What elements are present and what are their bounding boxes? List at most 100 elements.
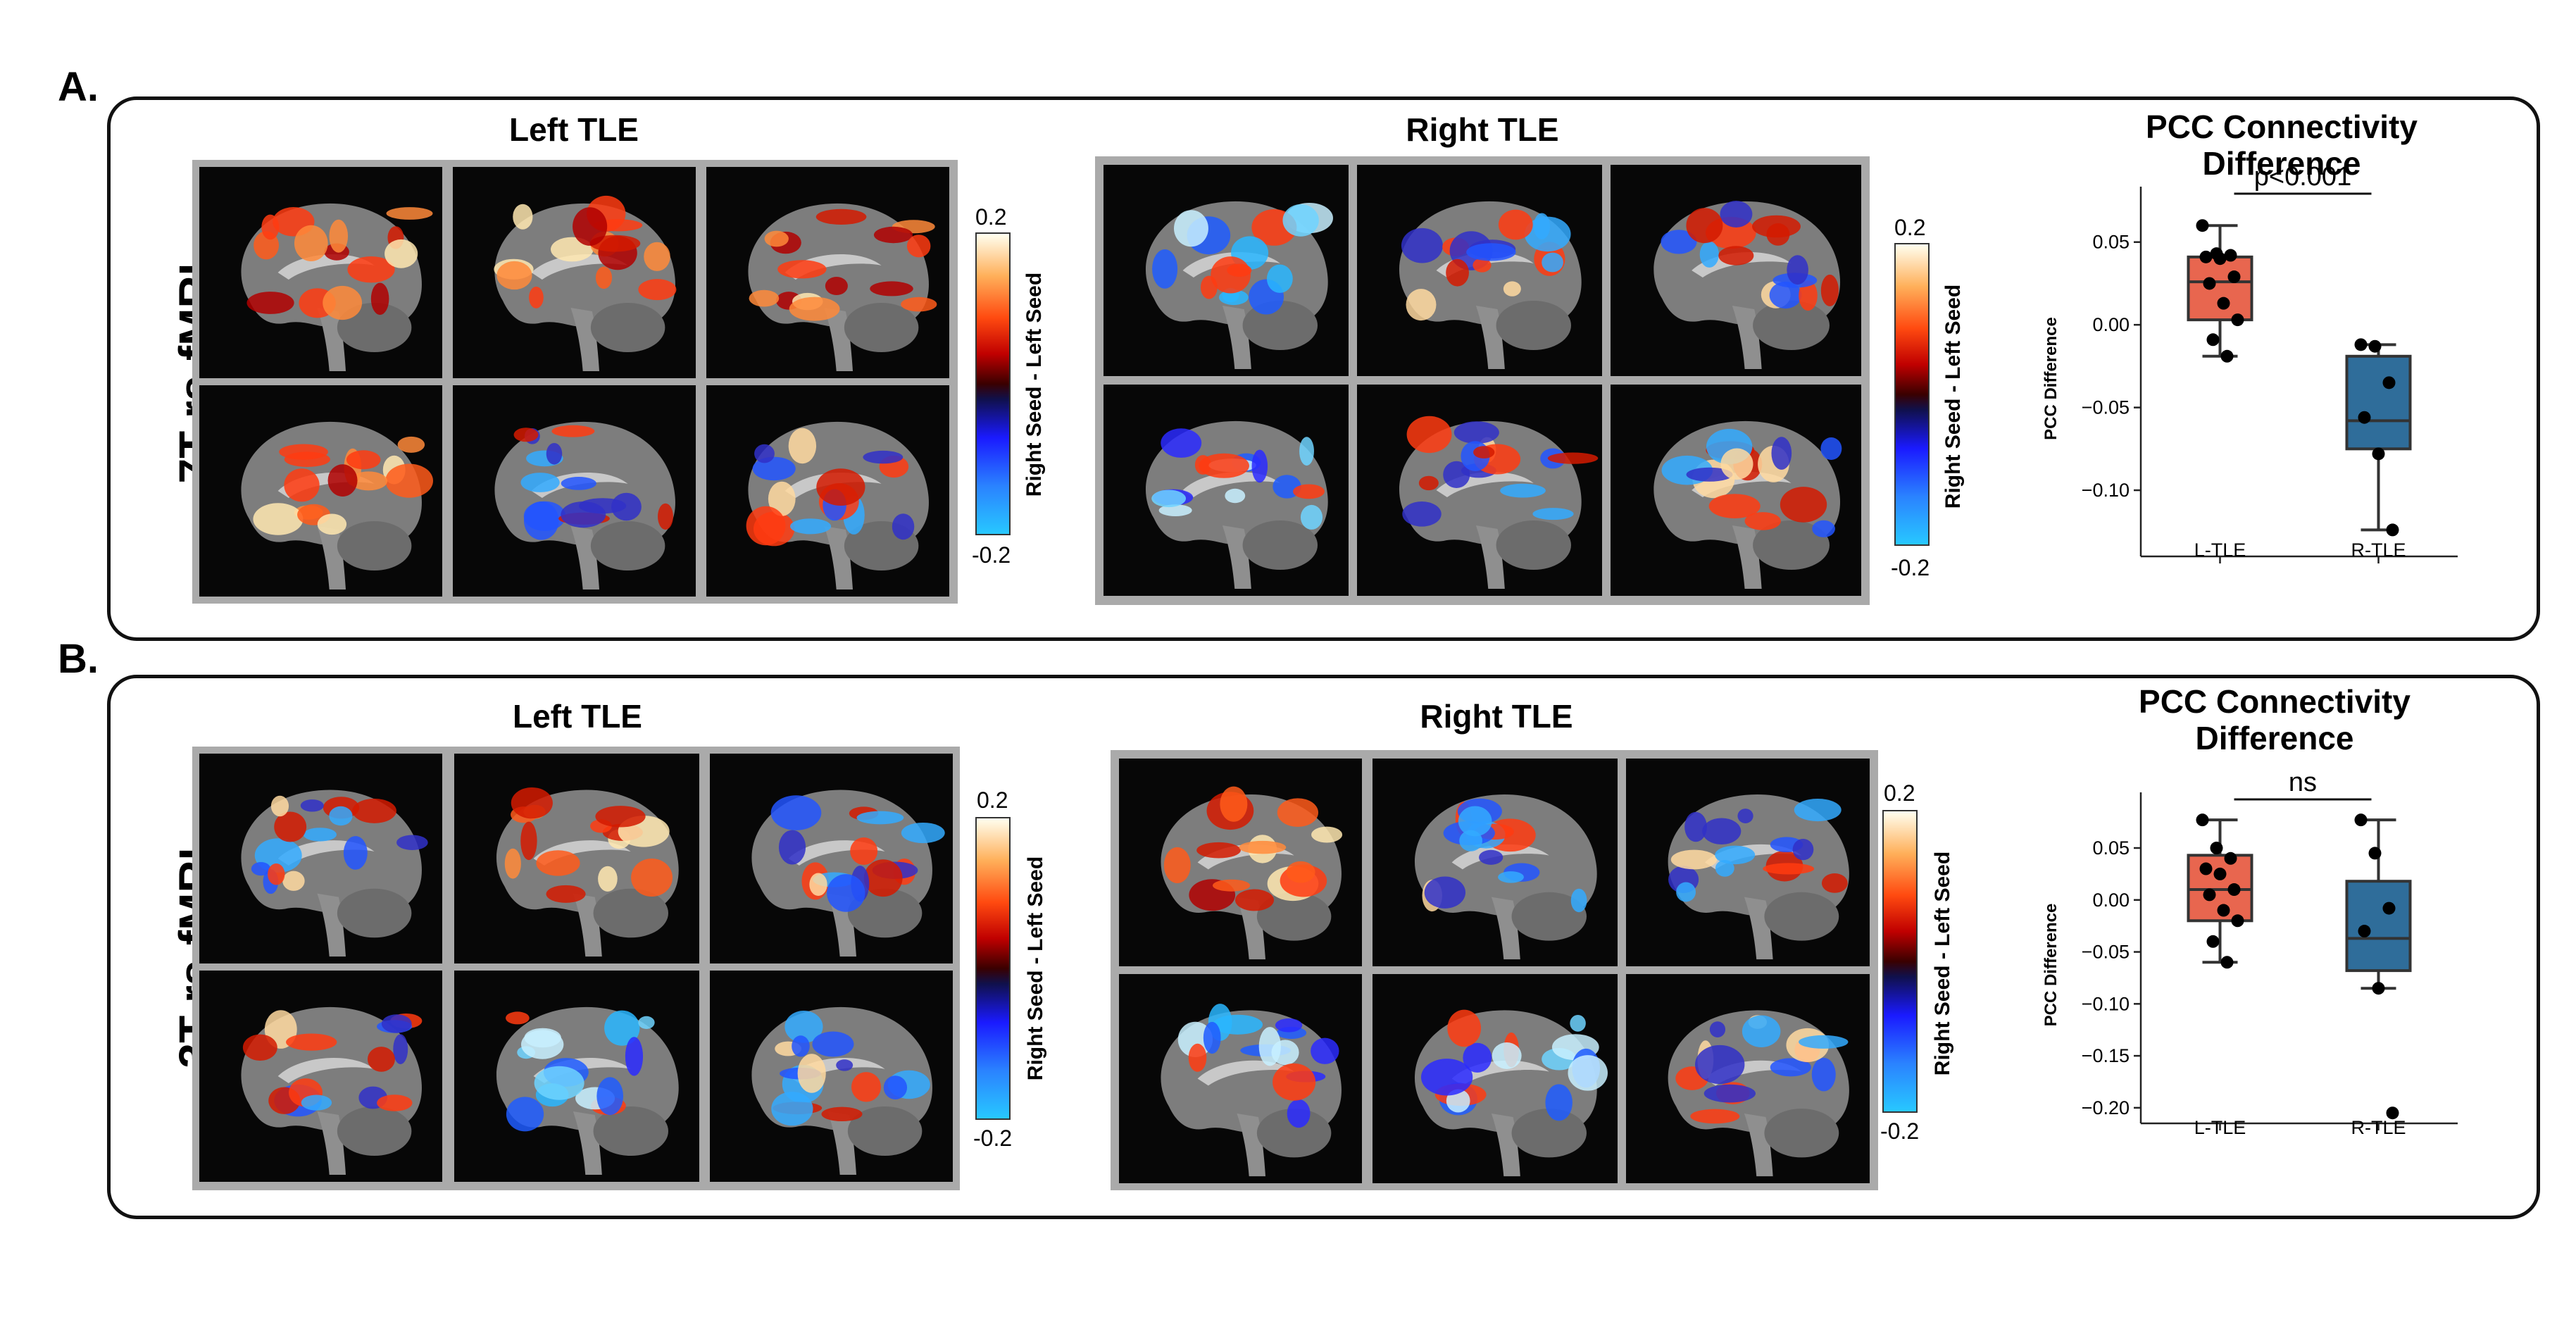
- brain-slice-image: [751, 1006, 932, 1175]
- activation-blob: [396, 835, 428, 850]
- activation-blob: [1498, 871, 1524, 883]
- activation-blob: [520, 1030, 564, 1059]
- cerebellum-shape: [337, 1106, 412, 1156]
- activation-blob: [821, 1106, 863, 1121]
- y-tick-label: −0.15: [2082, 1045, 2130, 1066]
- activation-blob: [1720, 201, 1753, 227]
- y-tick-label: 0.05: [2092, 232, 2130, 253]
- brain-slice-image: [1145, 201, 1333, 369]
- activation-blob: [596, 1077, 624, 1116]
- activation-blob: [284, 468, 320, 502]
- box-body: [2187, 255, 2253, 322]
- activation-blob: [370, 282, 389, 316]
- data-point: [2358, 925, 2371, 938]
- data-point: [2206, 935, 2220, 948]
- corpus-callosum-shape: [1451, 844, 1549, 870]
- activation-blob: [1420, 1059, 1473, 1096]
- data-point: [2224, 852, 2237, 865]
- activation-blob: [754, 444, 775, 463]
- activation-blob: [1213, 879, 1251, 892]
- activation-blob: [1752, 215, 1801, 238]
- significance-label: p<0.001: [2254, 162, 2351, 192]
- activation-blob: [1479, 849, 1503, 865]
- panel-b-left-title: Left TLE: [513, 698, 642, 735]
- activation-blob: [1542, 252, 1563, 273]
- brain-slice-image: [241, 1006, 423, 1175]
- colorbar-min-label: -0.2: [1891, 555, 1930, 580]
- activation-blob: [384, 239, 418, 268]
- data-point: [2224, 249, 2237, 262]
- activation-blob: [1715, 845, 1756, 865]
- colorbar-min-label: -0.2: [1880, 1118, 1920, 1144]
- cerebellum-shape: [1753, 301, 1830, 350]
- cerebellum-shape: [847, 1106, 923, 1156]
- activation-blob: [1453, 421, 1499, 444]
- activation-blob: [1799, 280, 1818, 311]
- cerebellum-shape: [593, 888, 668, 938]
- brain-slice: [454, 971, 699, 1182]
- activation-blob: [1225, 488, 1246, 504]
- y-tick-label: 0.00: [2092, 890, 2130, 911]
- activation-blob: [809, 873, 827, 897]
- activation-blob: [1718, 246, 1754, 266]
- activation-blob: [827, 874, 865, 912]
- activation-blob: [1702, 818, 1742, 845]
- activation-blob: [1570, 1015, 1586, 1032]
- panel-b-right-colorbar: [1882, 810, 1918, 1113]
- activation-blob: [1661, 230, 1697, 254]
- data-point: [2386, 523, 2399, 537]
- activation-blob: [1220, 786, 1248, 822]
- activation-blob: [1799, 1035, 1849, 1049]
- activation-blob: [303, 828, 337, 842]
- activation-blob: [1503, 281, 1521, 297]
- data-point: [2203, 888, 2216, 902]
- activation-blob: [251, 861, 271, 876]
- activation-blob: [377, 1094, 413, 1111]
- brain-slice-image: [494, 195, 677, 371]
- cerebellum-shape: [1242, 520, 1318, 570]
- brain-slice-image: [1161, 786, 1343, 960]
- brain-slice: [1103, 385, 1349, 596]
- activation-blob: [598, 866, 618, 892]
- activation-blob: [1821, 873, 1848, 893]
- brain-slice: [1357, 165, 1602, 376]
- activation-blob: [346, 450, 381, 470]
- cerebellum-shape: [337, 521, 412, 570]
- activation-blob: [270, 795, 289, 817]
- activation-blob: [505, 1011, 530, 1025]
- activation-blob: [644, 242, 670, 271]
- cerebellum-shape: [1764, 1109, 1839, 1158]
- activation-blob: [282, 871, 305, 891]
- colorbar-label: Right Seed - Left Seed: [1023, 272, 1046, 497]
- activation-blob: [300, 799, 324, 812]
- activation-blob: [1447, 1009, 1482, 1047]
- colorbar-min-label: -0.2: [973, 1125, 1013, 1151]
- activation-blob: [1239, 840, 1287, 854]
- activation-blob: [790, 518, 832, 535]
- activation-blob: [393, 1034, 408, 1064]
- corpus-callosum-shape: [1197, 1060, 1294, 1086]
- cerebellum-shape: [1764, 892, 1839, 941]
- activation-blob: [1820, 437, 1842, 460]
- activation-blob: [595, 266, 613, 289]
- cerebellum-shape: [1753, 520, 1830, 570]
- activation-blob: [1686, 208, 1723, 244]
- activation-blob: [347, 256, 395, 283]
- activation-blob: [892, 513, 915, 540]
- panel-b-left-colorbar: [975, 817, 1011, 1120]
- activation-blob: [1699, 241, 1719, 268]
- activation-blob: [778, 830, 806, 865]
- activation-blob: [1694, 1044, 1745, 1085]
- activation-blob: [1188, 1043, 1207, 1072]
- data-point: [2203, 277, 2216, 290]
- x-tick-label: R-TLE: [2351, 539, 2406, 561]
- cerebellum-shape: [847, 888, 923, 938]
- activation-blob: [1500, 483, 1546, 498]
- activation-blob: [764, 230, 789, 247]
- brain-slice-image: [1399, 416, 1599, 589]
- activation-blob: [784, 1011, 823, 1043]
- activation-blob: [658, 503, 673, 530]
- activation-blob: [1545, 1084, 1573, 1121]
- activation-blob: [1234, 889, 1274, 911]
- activation-blob: [1473, 258, 1492, 273]
